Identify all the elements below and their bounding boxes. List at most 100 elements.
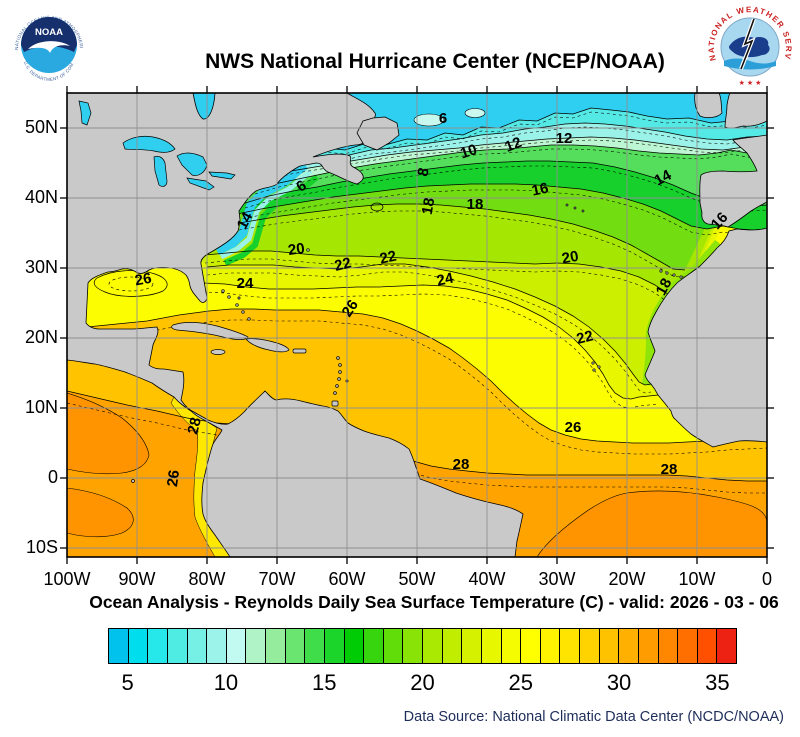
lat-label-0: 0 bbox=[47, 467, 58, 487]
nws-lightning-icon bbox=[740, 18, 755, 70]
puerto-rico bbox=[292, 348, 307, 354]
lake-superior bbox=[122, 135, 176, 153]
contour-label-18: 18 bbox=[653, 276, 676, 299]
temperature-colorbar bbox=[108, 628, 737, 664]
great-britain bbox=[724, 93, 767, 129]
colorbar-cell-21c bbox=[441, 629, 462, 663]
africa bbox=[644, 227, 767, 448]
isotherm-26c bbox=[67, 308, 767, 444]
colorbar-cell-20c bbox=[422, 629, 442, 663]
contour-label-28: 28 bbox=[184, 416, 205, 436]
colorbar-cell-11c bbox=[245, 629, 265, 663]
colorbar-cell-4c bbox=[109, 629, 128, 663]
contour-label-26: 26 bbox=[164, 469, 183, 488]
isotherm-21c-dashed bbox=[204, 258, 686, 365]
contour-label-22: 22 bbox=[575, 327, 595, 348]
bahamas bbox=[221, 289, 251, 321]
colorbar-cell-18c bbox=[382, 629, 403, 663]
lake-ontario bbox=[208, 171, 236, 180]
map-caption: Ocean Analysis - Reynolds Daily Sea Surf… bbox=[89, 592, 779, 612]
lon-label-0: 0 bbox=[761, 569, 772, 589]
colorbar-cell-27c bbox=[559, 629, 579, 663]
contour-label-24: 24 bbox=[435, 269, 455, 289]
contour-label-18: 18 bbox=[419, 197, 439, 216]
galapagos bbox=[131, 479, 135, 483]
pacific-warm-pool bbox=[67, 392, 150, 475]
jamaica bbox=[210, 349, 226, 355]
colorbar-cell-31c bbox=[637, 629, 658, 663]
contour-label-28: 28 bbox=[453, 456, 470, 473]
contour-label-10: 10 bbox=[458, 141, 479, 162]
map-frame bbox=[60, 86, 774, 564]
warm-eddy-ring bbox=[370, 202, 384, 212]
colorbar-cell-10c bbox=[225, 629, 246, 663]
cuba bbox=[171, 322, 249, 340]
colorbar-cell-15c bbox=[323, 629, 344, 663]
colorbar-cell-5c bbox=[127, 629, 148, 663]
colorbar-cell-26c bbox=[539, 629, 560, 663]
lon-label-30W: 30W bbox=[538, 569, 576, 589]
cold-pocket bbox=[464, 108, 486, 118]
colorbar-tick-30: 30 bbox=[606, 670, 632, 695]
colorbar-cell-32c bbox=[657, 629, 678, 663]
colorbar-cell-24c bbox=[500, 629, 521, 663]
colorbar-cell-23c bbox=[480, 629, 501, 663]
noaa-seagull-icon bbox=[28, 41, 70, 53]
france-iberia bbox=[699, 134, 767, 228]
contour-label-6: 6 bbox=[439, 110, 447, 127]
colorbar-cell-25c bbox=[520, 629, 540, 663]
contour-label-12: 12 bbox=[502, 134, 524, 156]
colorbar-cell-14c bbox=[304, 629, 324, 663]
contour-label-26: 26 bbox=[339, 297, 362, 320]
contour-label-20: 20 bbox=[287, 240, 306, 259]
newfoundland bbox=[356, 116, 400, 151]
contour-label-20: 20 bbox=[561, 248, 580, 268]
contour-label-8: 8 bbox=[414, 166, 432, 178]
bermuda bbox=[306, 248, 310, 252]
colorbar-tick-15: 15 bbox=[311, 670, 337, 695]
colorbar-cell-19c bbox=[402, 629, 422, 663]
colorbar-cell-7c bbox=[166, 629, 187, 663]
colorbar-cell-16c bbox=[343, 629, 364, 663]
isotherm-11c-dashed bbox=[266, 139, 767, 181]
lon-label-10W: 10W bbox=[678, 569, 716, 589]
colorbar-tick-5: 5 bbox=[121, 670, 134, 695]
lon-label-100W: 100W bbox=[43, 569, 91, 589]
contour-label-12: 12 bbox=[556, 130, 573, 147]
trinidad bbox=[331, 400, 339, 407]
lon-label-80W: 80W bbox=[188, 569, 226, 589]
colorbar-cell-29c bbox=[598, 629, 619, 663]
colorbar-cell-6c bbox=[147, 629, 167, 663]
lake-winnipeg bbox=[78, 100, 92, 126]
graticule bbox=[67, 93, 767, 557]
isotherm-23c-dashed bbox=[206, 271, 652, 394]
lon-label-50W: 50W bbox=[398, 569, 436, 589]
isotherm-18c bbox=[232, 203, 686, 271]
colorbar-tick-10: 10 bbox=[213, 670, 239, 695]
contour-label-24: 24 bbox=[237, 275, 254, 292]
isotherm-19c-dashed bbox=[232, 210, 686, 278]
noaa-logo: NATIONAL OCEANIC AND ATMOSPHERIC ADMINIS… bbox=[10, 6, 87, 83]
lat-label-10S: 10S bbox=[25, 537, 58, 557]
page-title: NWS National Hurricane Center (NCEP/NOAA… bbox=[205, 50, 665, 73]
azores bbox=[565, 203, 585, 213]
contour-label-16: 16 bbox=[530, 180, 550, 200]
colorbar-cell-22c bbox=[461, 629, 481, 663]
noaa-wordmark: NOAA bbox=[35, 27, 63, 38]
lat-label-10N: 10N bbox=[24, 397, 58, 417]
colorbar-cell-33c bbox=[677, 629, 697, 663]
colorbar-cell-9c bbox=[206, 629, 226, 663]
lat-label-50N: 50N bbox=[24, 117, 58, 137]
colorbar-cell-12c bbox=[265, 629, 285, 663]
isotherm-24c bbox=[202, 282, 659, 400]
lake-michigan bbox=[153, 155, 168, 187]
cape-verde bbox=[591, 361, 601, 372]
lat-label-40N: 40N bbox=[24, 187, 58, 207]
gulf-stream-wall-cool bbox=[219, 169, 313, 260]
lon-label-40W: 40W bbox=[468, 569, 506, 589]
hispaniola bbox=[245, 338, 290, 353]
colorbar-cell-30c bbox=[618, 629, 638, 663]
isotherm-17c-dashed bbox=[236, 189, 767, 237]
pacific-warm-pool bbox=[67, 487, 134, 538]
